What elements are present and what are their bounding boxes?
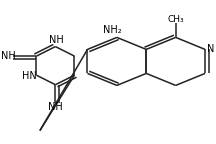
Text: NH: NH [49, 35, 64, 45]
Text: CH₃: CH₃ [167, 15, 184, 24]
Text: NH₂: NH₂ [103, 25, 121, 35]
Text: NH: NH [1, 51, 16, 61]
Text: NH: NH [48, 102, 63, 112]
Text: N: N [207, 44, 215, 54]
Text: HN: HN [22, 71, 37, 81]
